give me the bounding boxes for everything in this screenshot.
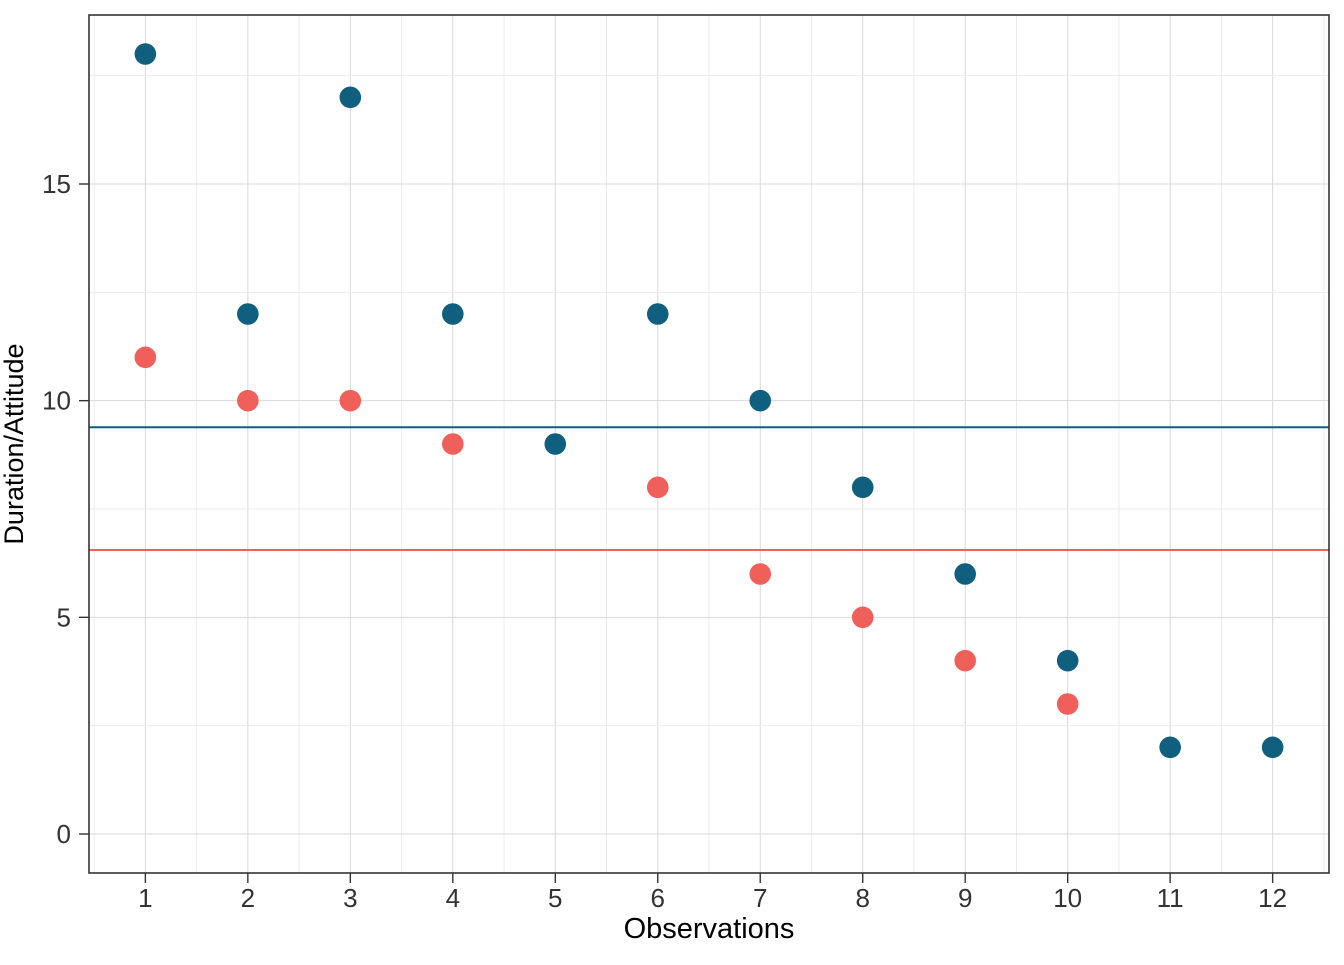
svg-text:1: 1 (138, 883, 152, 913)
svg-text:5: 5 (57, 602, 71, 632)
svg-text:11: 11 (1157, 883, 1184, 913)
svg-text:6: 6 (651, 883, 665, 913)
svg-text:4: 4 (446, 883, 460, 913)
svg-text:9: 9 (958, 883, 972, 913)
svg-text:12: 12 (1258, 883, 1287, 913)
svg-text:15: 15 (42, 169, 71, 199)
svg-text:Observations: Observations (624, 913, 795, 945)
svg-text:2: 2 (241, 883, 255, 913)
svg-text:3: 3 (343, 883, 357, 913)
svg-text:5: 5 (548, 883, 562, 913)
svg-text:10: 10 (1053, 883, 1082, 913)
svg-text:0: 0 (57, 819, 71, 849)
svg-text:7: 7 (753, 883, 767, 913)
svg-text:10: 10 (42, 386, 71, 416)
svg-text:8: 8 (855, 883, 869, 913)
svg-text:Duration/Attitude: Duration/Attitude (0, 343, 29, 544)
